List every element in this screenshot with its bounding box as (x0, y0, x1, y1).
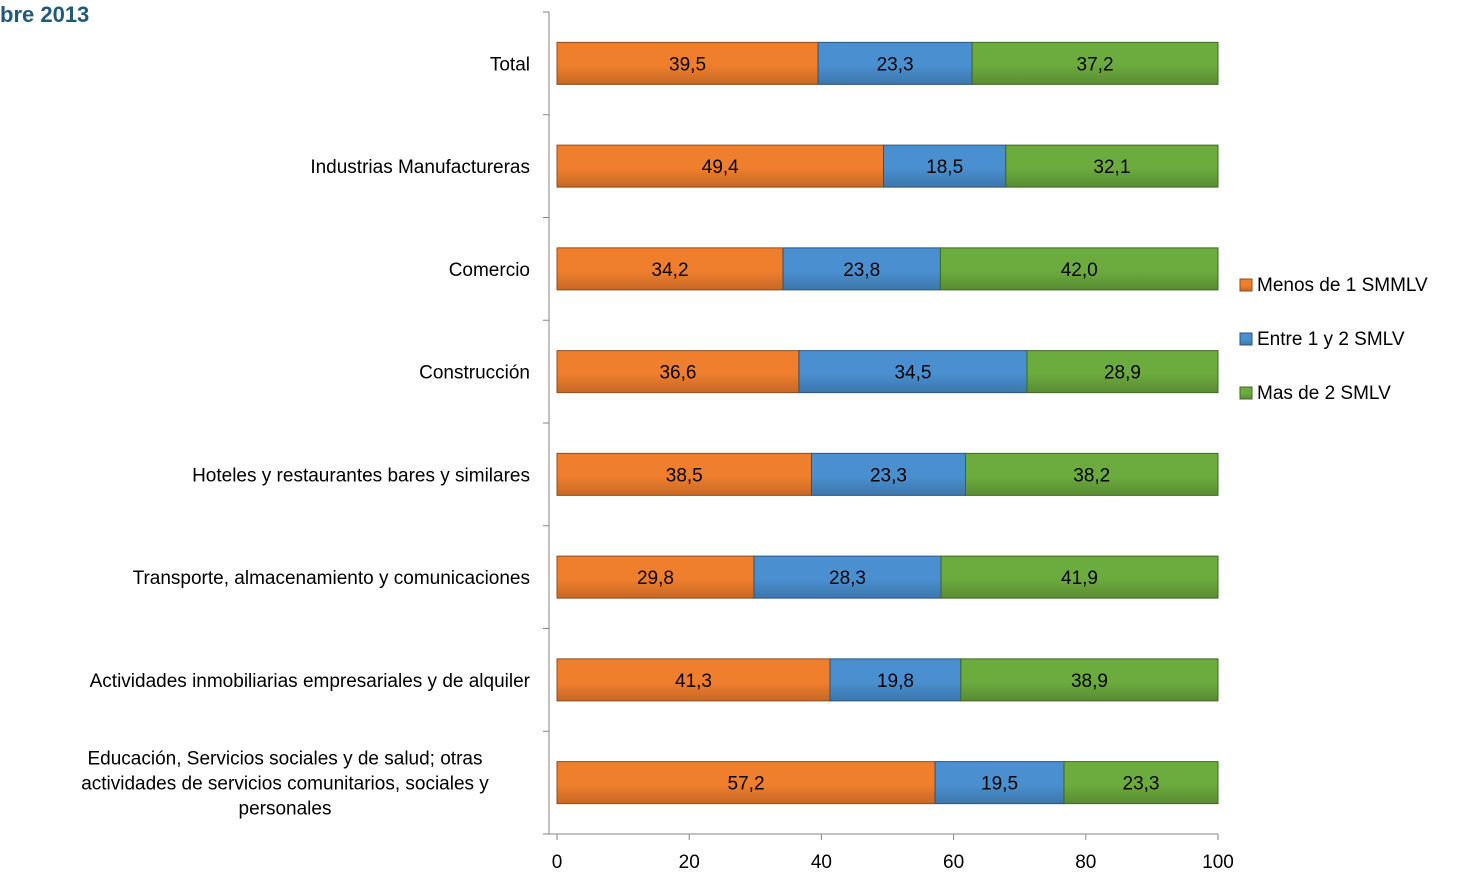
bar-segment (556, 658, 831, 702)
x-tick-label: 40 (811, 852, 832, 873)
data-label: 28,3 (829, 568, 866, 589)
data-label: 41,3 (675, 671, 712, 692)
data-label: 38,2 (1073, 465, 1110, 486)
legend-label: Mas de 2 SMLV (1257, 383, 1391, 404)
category-label: Hoteles y restaurantes bares y similares (192, 465, 530, 486)
bar-segment (1026, 350, 1219, 394)
category-label: Construcción (419, 363, 530, 384)
legend-swatch (1239, 386, 1253, 400)
bar-segment (556, 41, 819, 85)
chart-title-fragment: bre 2013 (0, 2, 90, 27)
bar-segment (556, 452, 812, 496)
bar-segment (939, 247, 1219, 291)
data-label: 28,9 (1104, 363, 1141, 384)
bar-segment (798, 350, 1028, 394)
bar-segment (1063, 761, 1219, 805)
data-label: 38,9 (1071, 671, 1108, 692)
data-label: 32,1 (1093, 157, 1130, 178)
bar-segment (753, 555, 942, 599)
category-label: Industrias Manufactureras (310, 157, 530, 178)
bar-segment (964, 452, 1219, 496)
category-label: Actividades inmobiliarias empresariales … (90, 671, 531, 692)
legend-label: Entre 1 y 2 SMLV (1257, 329, 1405, 350)
bar-segment (782, 247, 941, 291)
data-label: 38,5 (666, 465, 703, 486)
bar-segment (810, 452, 966, 496)
x-tick-label: 60 (943, 852, 964, 873)
bar-segment (829, 658, 962, 702)
data-label: 39,5 (669, 54, 706, 75)
bar-segment (817, 41, 973, 85)
bar-segment (556, 555, 755, 599)
x-tick-label: 0 (552, 852, 563, 873)
data-label: 19,8 (877, 671, 914, 692)
bar-segment (556, 350, 800, 394)
category-label: Total (490, 54, 530, 75)
legend-swatch (1239, 332, 1253, 346)
bar-segment (934, 761, 1065, 805)
data-label: 34,2 (652, 260, 689, 281)
category-label: Educación, Servicios sociales y de salud… (81, 749, 489, 820)
category-label: Comercio (449, 260, 530, 281)
bar-segment (960, 658, 1219, 702)
data-label: 57,2 (728, 774, 765, 795)
data-label: 23,3 (1123, 774, 1160, 795)
data-label: 19,5 (981, 774, 1018, 795)
x-tick-label: 80 (1075, 852, 1096, 873)
data-label: 41,9 (1061, 568, 1098, 589)
data-label: 34,5 (894, 363, 931, 384)
category-label: Transporte, almacenamiento y comunicacio… (133, 568, 530, 589)
data-label: 36,6 (659, 363, 696, 384)
legend-label: Menos de 1 SMMLV (1257, 275, 1428, 296)
data-label: 29,8 (637, 568, 674, 589)
x-tick-label: 100 (1202, 852, 1234, 873)
bar-segment (971, 41, 1219, 85)
data-label: 42,0 (1061, 260, 1098, 281)
data-label: 49,4 (702, 157, 739, 178)
bar-segment (1005, 144, 1219, 188)
data-label: 23,3 (877, 54, 914, 75)
bar-segment (940, 555, 1219, 599)
bar-segment (556, 761, 936, 805)
x-tick-label: 20 (679, 852, 700, 873)
legend-swatch (1239, 278, 1253, 292)
data-label: 23,3 (870, 465, 907, 486)
data-label: 23,8 (843, 260, 880, 281)
data-label: 18,5 (926, 157, 963, 178)
data-label: 37,2 (1077, 54, 1114, 75)
